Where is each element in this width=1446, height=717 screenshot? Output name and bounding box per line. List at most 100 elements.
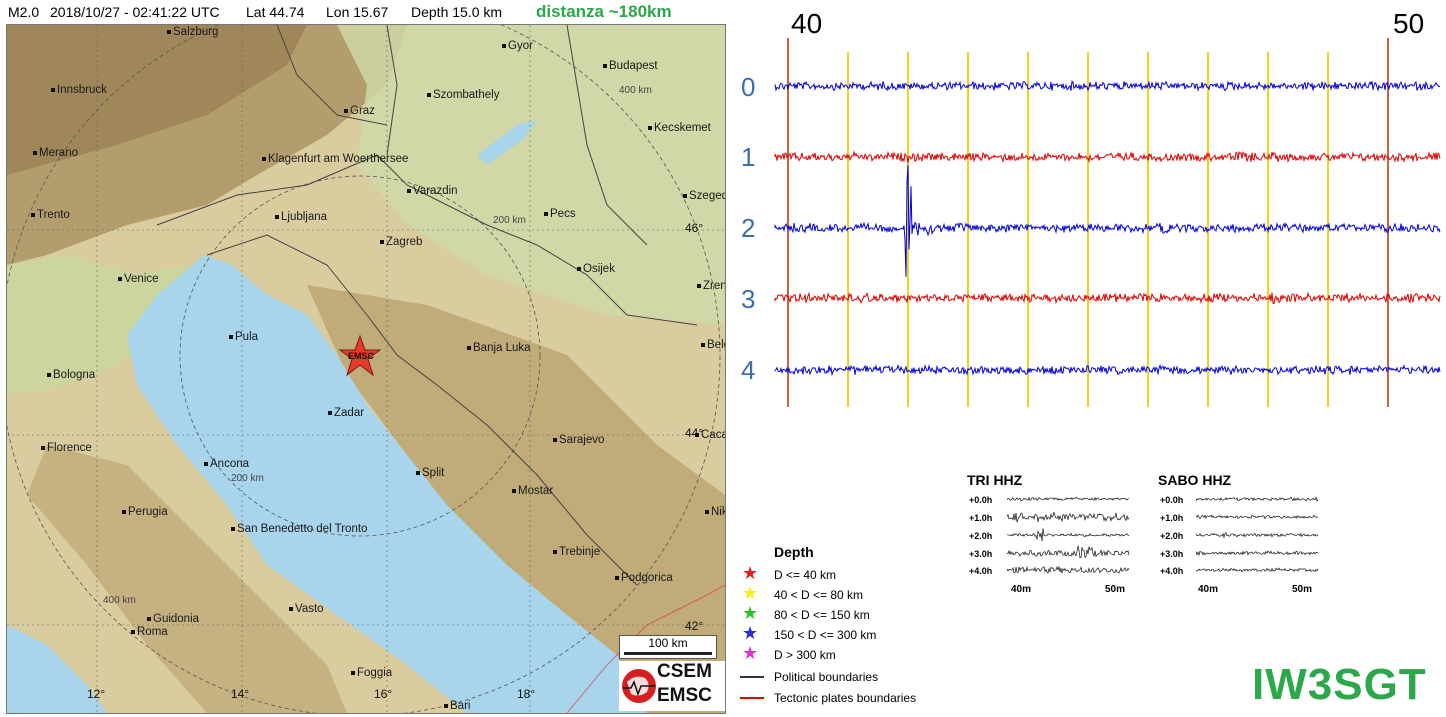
star-icon: ★ — [742, 563, 759, 583]
helicorder-trace — [1196, 567, 1319, 573]
city-label: Guidonia — [147, 613, 199, 625]
helicorder-row-label: +0.0h — [1160, 495, 1184, 505]
helicorder-axis-label: 40m — [1198, 584, 1219, 595]
scale-bar-line — [624, 652, 712, 655]
city-label: Merano — [33, 147, 78, 159]
city-label: Zadar — [328, 407, 364, 419]
helicorder-row-label: +1.0h — [1160, 513, 1184, 523]
helicorder-trace — [1196, 496, 1319, 502]
trace-row-label: 2 — [741, 213, 756, 243]
lat-label: 46° — [685, 221, 704, 235]
star-icon: ★ — [742, 583, 759, 603]
line-swatch-icon — [740, 697, 764, 699]
csem-emsc-logo: CSEM EMSC — [619, 661, 725, 711]
city-label: Sarajevo — [553, 434, 604, 446]
helicorder-trace — [1007, 528, 1130, 542]
city-label: Bologna — [47, 369, 95, 381]
city-label: Ancona — [204, 458, 249, 470]
trace-row-label: 4 — [741, 355, 756, 385]
helicorder-trace — [1196, 550, 1319, 556]
city-label: Belgrade — [701, 339, 725, 351]
seismic-trace — [774, 80, 1441, 92]
helicorder-axis-label: 50m — [1105, 584, 1126, 595]
city-label: Budapest — [603, 60, 658, 72]
event-header: M2.0 2018/10/27 - 02:41:22 UTC Lat 44.74… — [0, 0, 728, 24]
city-label: Banja Luka — [467, 342, 531, 354]
star-icon: ★ — [742, 643, 759, 663]
lon-label: 18° — [517, 687, 536, 701]
lat-label: 42° — [685, 619, 704, 633]
helicorder-row-label: +1.0h — [969, 513, 993, 523]
city-label: Kecskemet — [648, 122, 711, 134]
epicenter-label: EMSC — [348, 351, 375, 361]
lon-label: 14° — [231, 687, 250, 701]
star-icon: ★ — [742, 623, 759, 643]
helicorder-trace — [1007, 545, 1130, 559]
line-swatch-icon — [740, 676, 764, 678]
ring-distance-label: 200 km — [493, 215, 526, 226]
city-label: Zagreb — [380, 236, 422, 248]
helicorder-axis-label: 40m — [1011, 584, 1032, 595]
seismic-trace — [774, 164, 1441, 277]
helicorder-tri: TRI HHZ +0.0h +1.0h +2.0h +3.0h +4.0h 40… — [967, 470, 1147, 600]
lon-label: 16° — [374, 687, 393, 701]
depth-legend: Depth ★ D <= 40 km ★ 40 < D <= 80 km ★ 8… — [738, 540, 968, 710]
city-label: Split — [416, 467, 444, 479]
event-lon: Lon 15.67 — [326, 4, 389, 20]
start-minute-label: 40 — [791, 8, 823, 39]
city-label: Trebinje — [553, 546, 600, 558]
event-magnitude: M2.0 — [8, 4, 40, 20]
legend-title: Depth — [774, 544, 814, 560]
city-label: Cacak — [695, 429, 725, 441]
helicorder-row-label: +4.0h — [969, 566, 993, 576]
city-label: Ljubljana — [275, 211, 327, 223]
city-label: Perugia — [122, 506, 168, 518]
logo-csem-text: CSEM — [657, 661, 712, 682]
helicorder-row-label: +3.0h — [1160, 549, 1184, 559]
city-label: Podgorica — [615, 572, 673, 584]
helicorder-row-label: +2.0h — [969, 531, 993, 541]
city-label: Pecs — [544, 208, 576, 220]
city-label: Klagenfurt am Woerthersee — [262, 153, 408, 165]
city-label: Innsbruck — [51, 84, 107, 96]
city-label: Florence — [41, 442, 92, 454]
helicorder-axis-label: 50m — [1292, 584, 1313, 595]
lon-label: 12° — [87, 687, 106, 701]
city-label: San Benedetto del Tronto — [231, 523, 367, 535]
city-label: Osijek — [577, 263, 615, 275]
logo-emsc-text: EMSC — [657, 685, 712, 706]
event-lat: Lat 44.74 — [246, 4, 305, 20]
helicorder-traces — [1007, 496, 1130, 574]
city-label: Varazdin — [407, 185, 458, 197]
helicorder-row-label: +4.0h — [1160, 566, 1184, 576]
city-label: Szombathely — [427, 89, 499, 101]
seismogram-panel: 40 50 0 1 2 3 4 — [735, 0, 1446, 410]
seismic-trace — [774, 291, 1441, 305]
legend-boundary-label: Tectonic plates boundaries — [774, 691, 917, 705]
ring-distance-label: 400 km — [619, 85, 652, 96]
globe-icon — [622, 669, 656, 703]
helicorder-trace — [1007, 565, 1130, 574]
scale-bar-label: 100 km — [648, 636, 688, 650]
map-background — [7, 25, 725, 713]
helicorder-trace — [1196, 514, 1319, 520]
helicorder-title: TRI HHZ — [967, 472, 1023, 488]
epicenter-map: Salzburg Gyor Budapest Innsbruck Graz Sz… — [6, 24, 726, 714]
city-label: Pula — [229, 331, 258, 343]
city-label: Trento — [31, 209, 70, 221]
ring-distance-label: 400 km — [103, 595, 136, 606]
ring-distance-label: 200 km — [231, 473, 264, 484]
epicenter-star-icon — [338, 335, 382, 377]
city-label: Bari — [444, 700, 470, 712]
city-label: Niksic — [705, 506, 725, 518]
city-label: Salzburg — [167, 26, 218, 38]
legend-depth-label: 80 < D <= 150 km — [774, 608, 870, 622]
helicorder-trace — [1007, 511, 1130, 523]
city-label: Gyor — [502, 40, 533, 52]
city-label: Venice — [118, 273, 159, 285]
helicorder-trace — [1196, 532, 1319, 539]
seismogram-traces — [774, 38, 1441, 407]
helicorder-trace — [1007, 496, 1130, 502]
city-label: Foggia — [351, 667, 392, 679]
event-depth: Depth 15.0 km — [411, 4, 503, 20]
